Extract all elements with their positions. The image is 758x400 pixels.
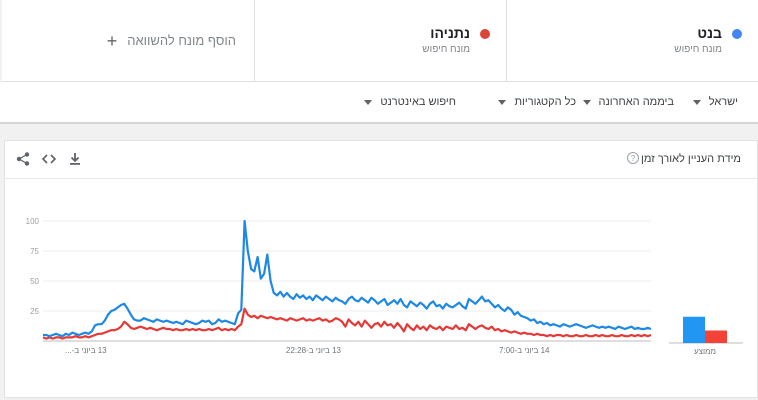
filter-label: חיפוש באינטרנט xyxy=(380,96,456,108)
compare-terms-bar: בנט מונח חיפוש נתניהו מונח חיפוש + הוסף … xyxy=(2,0,758,82)
caret-down-icon xyxy=(498,99,507,105)
x-tick-label: 14 ביוני ב-7:00 xyxy=(499,346,550,355)
y-tick-label: 25 xyxy=(30,307,39,316)
term-color-dot xyxy=(480,29,490,39)
filter-time-range[interactable]: ביממה האחרונה xyxy=(582,96,674,108)
filter-bar: ישראל ביממה האחרונה כל הקטגוריות חיפוש ב… xyxy=(0,82,758,124)
caret-down-icon xyxy=(582,99,591,105)
term-subtitle: מונח חיפוש xyxy=(422,44,470,55)
y-tick-label: 75 xyxy=(30,247,39,256)
filter-label: ישראל xyxy=(708,96,738,108)
filter-label: ביממה האחרונה xyxy=(598,96,674,108)
add-term-button[interactable]: + הוסף מונח להשוואה xyxy=(2,0,254,82)
plus-icon: + xyxy=(106,30,118,51)
term-name: נתניהו xyxy=(430,25,470,41)
filter-label: כל הקטגוריות xyxy=(514,96,576,108)
series-line xyxy=(43,219,652,338)
average-bar xyxy=(705,330,727,343)
download-icon[interactable] xyxy=(67,151,83,167)
x-axis-labels: 13 ביוני ב-... 13 ביוני ב-22:28 14 ביוני ב… xyxy=(65,346,550,355)
term-card-2[interactable]: נתניהו מונח חיפוש xyxy=(254,0,506,82)
share-icon[interactable] xyxy=(15,151,31,167)
y-axis-ticks: 25 50 75 100 xyxy=(26,217,40,316)
help-icon[interactable]: ? xyxy=(627,152,639,164)
average-bar xyxy=(683,316,705,343)
interest-chart: 25 50 75 100 13 ביוני ב-... 13 ביוני ב-22:28… xyxy=(26,217,743,356)
y-tick-label: 100 xyxy=(26,217,40,226)
embed-icon[interactable] xyxy=(41,151,57,167)
y-tick-label: 50 xyxy=(30,277,39,286)
chart-series xyxy=(42,219,652,340)
average-label: ממוצע xyxy=(694,347,716,356)
term-subtitle: מונח חיפוש xyxy=(674,44,722,55)
average-bars: ממוצע xyxy=(669,316,743,356)
term-card-1[interactable]: בנט מונח חיפוש xyxy=(506,0,758,82)
x-tick-label: 13 ביוני ב-22:28 xyxy=(286,346,342,355)
card-header: מידת העניין לאורך זמן ? xyxy=(5,141,757,179)
filter-region[interactable]: ישראל xyxy=(692,96,738,108)
term-color-dot xyxy=(732,29,742,39)
filter-search-type[interactable]: חיפוש באינטרנט xyxy=(364,96,456,108)
caret-down-icon xyxy=(364,99,373,105)
card-title: מידת העניין לאורך זמן xyxy=(641,153,741,165)
filter-category[interactable]: כל הקטגוריות xyxy=(498,96,576,108)
add-term-label: הוסף מונח להשוואה xyxy=(127,33,236,48)
x-tick-label: 13 ביוני ב-... xyxy=(65,346,107,355)
chart-grid xyxy=(43,220,651,342)
caret-down-icon xyxy=(692,99,701,105)
series-line xyxy=(42,307,652,340)
term-name: בנט xyxy=(697,25,722,41)
interest-over-time-card: מידת העניין לאורך זמן ? 25 50 75 100 13 ביו… xyxy=(4,140,758,398)
